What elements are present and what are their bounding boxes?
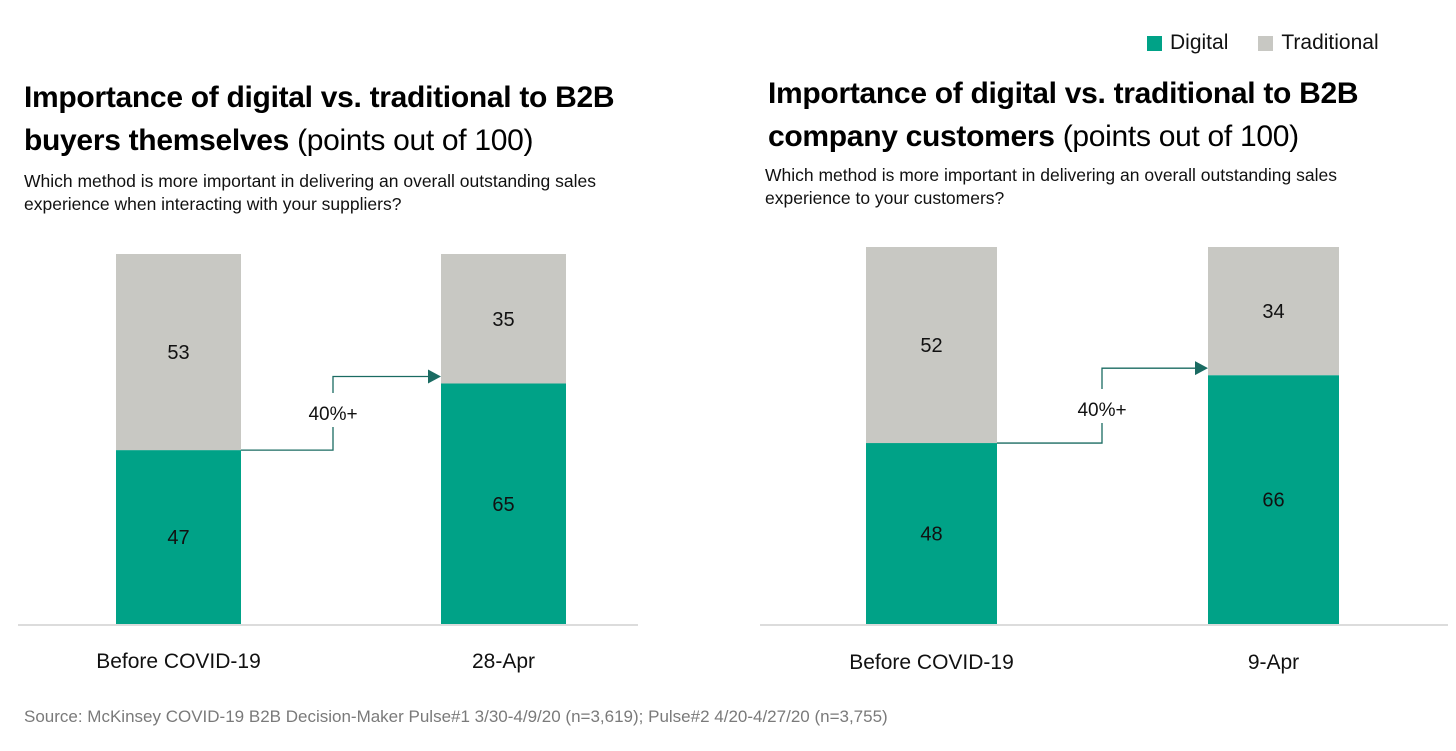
bar-digital <box>116 450 241 624</box>
arrowhead-icon <box>1195 361 1208 376</box>
growth-annotation: 40%+ <box>308 404 357 425</box>
legend-label-digital: Digital <box>1170 31 1229 54</box>
bar-traditional <box>1208 247 1339 376</box>
data-label-traditional: 34 <box>1262 301 1284 323</box>
growth-arrow-line <box>241 375 429 451</box>
data-label-traditional: 53 <box>167 342 189 364</box>
bar-digital <box>866 443 997 624</box>
bar-traditional <box>866 247 997 444</box>
legend: Digital Traditional <box>1147 31 1379 55</box>
data-label-digital: 47 <box>167 527 189 549</box>
x-tick-label: Before COVID-19 <box>96 650 261 673</box>
legend-swatch-digital <box>1147 35 1162 51</box>
title-light: (points out of 100) <box>1062 120 1299 153</box>
title-light: (points out of 100) <box>297 124 534 157</box>
x-tick-label: 9-Apr <box>1248 651 1299 674</box>
arrowhead-icon <box>428 369 441 384</box>
data-label-digital: 48 <box>920 524 942 546</box>
x-tick-label: Before COVID-19 <box>849 651 1014 674</box>
title-bold: Importance of digital vs. traditional to… <box>24 81 615 157</box>
bar-traditional <box>116 254 241 451</box>
chart-subtitle-right: Which method is more important in delive… <box>765 165 1337 208</box>
data-label-digital: 66 <box>1262 490 1284 512</box>
chart-title-right: Importance of digital vs. traditional to… <box>768 72 1368 158</box>
data-label-traditional: 52 <box>920 335 942 357</box>
bar-traditional <box>441 254 566 384</box>
growth-arrow-line <box>997 367 1196 444</box>
chart-title-left: Importance of digital vs. traditional to… <box>24 76 664 162</box>
growth-annotation: 40%+ <box>1077 400 1126 421</box>
data-label-digital: 65 <box>492 494 514 516</box>
title-bold: Importance of digital vs. traditional to… <box>768 77 1359 153</box>
legend-label-traditional: Traditional <box>1281 31 1379 54</box>
bar-digital <box>441 383 566 624</box>
data-label-traditional: 35 <box>492 309 514 331</box>
legend-swatch-traditional <box>1258 35 1274 51</box>
bar-digital <box>1208 375 1339 624</box>
source-note: Source: McKinsey COVID-19 B2B Decision-M… <box>24 707 888 726</box>
chart-subtitle-left: Which method is more important in delive… <box>24 171 596 214</box>
x-tick-label: 28-Apr <box>472 650 535 673</box>
